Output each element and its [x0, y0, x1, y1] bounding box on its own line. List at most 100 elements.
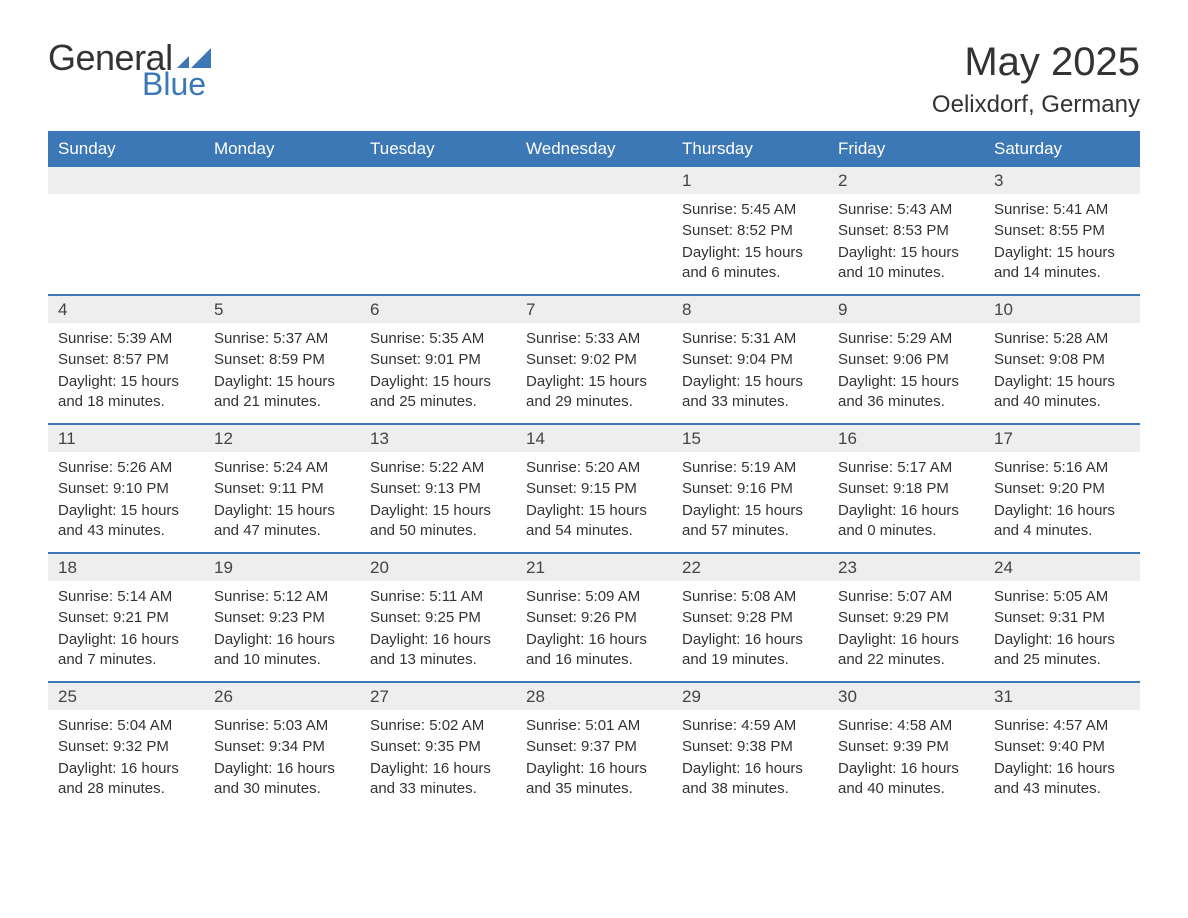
sunrise-line: Sunrise: 5:09 AM — [526, 587, 662, 607]
sunrise-line: Sunrise: 5:16 AM — [994, 458, 1130, 478]
day-details: Sunrise: 5:41 AMSunset: 8:55 PMDaylight:… — [984, 194, 1140, 294]
day-details: Sunrise: 4:58 AMSunset: 9:39 PMDaylight:… — [828, 710, 984, 810]
sunrise-line: Sunrise: 5:31 AM — [682, 329, 818, 349]
sunset-line: Sunset: 9:40 PM — [994, 737, 1130, 757]
day-number: 5 — [204, 296, 360, 323]
day-number: 30 — [828, 683, 984, 710]
sunset-line: Sunset: 9:39 PM — [838, 737, 974, 757]
day-number: 18 — [48, 554, 204, 581]
calendar-day: 21Sunrise: 5:09 AMSunset: 9:26 PMDayligh… — [516, 554, 672, 681]
sunrise-line: Sunrise: 5:05 AM — [994, 587, 1130, 607]
day-number: 27 — [360, 683, 516, 710]
location-label: Oelixdorf, Germany — [932, 91, 1140, 119]
calendar-day: 4Sunrise: 5:39 AMSunset: 8:57 PMDaylight… — [48, 296, 204, 423]
daylight-line: Daylight: 15 hours and 40 minutes. — [994, 372, 1130, 413]
calendar-week: 4Sunrise: 5:39 AMSunset: 8:57 PMDaylight… — [48, 294, 1140, 423]
calendar-day: 1Sunrise: 5:45 AMSunset: 8:52 PMDaylight… — [672, 167, 828, 294]
day-number: 15 — [672, 425, 828, 452]
calendar-day: 23Sunrise: 5:07 AMSunset: 9:29 PMDayligh… — [828, 554, 984, 681]
sunset-line: Sunset: 8:53 PM — [838, 221, 974, 241]
calendar-day: . — [360, 167, 516, 294]
sunrise-line: Sunrise: 5:11 AM — [370, 587, 506, 607]
sunrise-line: Sunrise: 5:26 AM — [58, 458, 194, 478]
calendar-day: 5Sunrise: 5:37 AMSunset: 8:59 PMDaylight… — [204, 296, 360, 423]
calendar-day: 28Sunrise: 5:01 AMSunset: 9:37 PMDayligh… — [516, 683, 672, 810]
weekday-header: Tuesday — [360, 131, 516, 167]
sunrise-line: Sunrise: 5:03 AM — [214, 716, 350, 736]
day-number: . — [516, 167, 672, 194]
page-title: May 2025 — [932, 40, 1140, 85]
weekday-header-row: SundayMondayTuesdayWednesdayThursdayFrid… — [48, 131, 1140, 167]
sunrise-line: Sunrise: 5:35 AM — [370, 329, 506, 349]
sunrise-line: Sunrise: 5:14 AM — [58, 587, 194, 607]
sunset-line: Sunset: 9:20 PM — [994, 479, 1130, 499]
sunset-line: Sunset: 9:25 PM — [370, 608, 506, 628]
sunset-line: Sunset: 9:04 PM — [682, 350, 818, 370]
sunrise-line: Sunrise: 5:04 AM — [58, 716, 194, 736]
day-number: 14 — [516, 425, 672, 452]
daylight-line: Daylight: 15 hours and 57 minutes. — [682, 501, 818, 542]
sunrise-line: Sunrise: 5:24 AM — [214, 458, 350, 478]
calendar-day: 30Sunrise: 4:58 AMSunset: 9:39 PMDayligh… — [828, 683, 984, 810]
day-details: Sunrise: 5:37 AMSunset: 8:59 PMDaylight:… — [204, 323, 360, 423]
calendar-day: 13Sunrise: 5:22 AMSunset: 9:13 PMDayligh… — [360, 425, 516, 552]
brand-name-part2: Blue — [142, 68, 206, 100]
sunrise-line: Sunrise: 5:22 AM — [370, 458, 506, 478]
sunset-line: Sunset: 9:21 PM — [58, 608, 194, 628]
day-details: Sunrise: 5:05 AMSunset: 9:31 PMDaylight:… — [984, 581, 1140, 681]
sunrise-line: Sunrise: 5:41 AM — [994, 200, 1130, 220]
daylight-line: Daylight: 16 hours and 19 minutes. — [682, 630, 818, 671]
day-details: Sunrise: 5:28 AMSunset: 9:08 PMDaylight:… — [984, 323, 1140, 423]
sunset-line: Sunset: 9:29 PM — [838, 608, 974, 628]
sunset-line: Sunset: 9:13 PM — [370, 479, 506, 499]
calendar-day: 6Sunrise: 5:35 AMSunset: 9:01 PMDaylight… — [360, 296, 516, 423]
header: General Blue May 2025 Oelixdorf, Germany — [48, 40, 1140, 119]
day-details: Sunrise: 5:08 AMSunset: 9:28 PMDaylight:… — [672, 581, 828, 681]
sunset-line: Sunset: 8:57 PM — [58, 350, 194, 370]
daylight-line: Daylight: 16 hours and 30 minutes. — [214, 759, 350, 800]
day-number: 6 — [360, 296, 516, 323]
day-details: Sunrise: 5:07 AMSunset: 9:29 PMDaylight:… — [828, 581, 984, 681]
sunrise-line: Sunrise: 5:37 AM — [214, 329, 350, 349]
calendar-day: 29Sunrise: 4:59 AMSunset: 9:38 PMDayligh… — [672, 683, 828, 810]
sunset-line: Sunset: 9:38 PM — [682, 737, 818, 757]
calendar-day: 25Sunrise: 5:04 AMSunset: 9:32 PMDayligh… — [48, 683, 204, 810]
daylight-line: Daylight: 16 hours and 22 minutes. — [838, 630, 974, 671]
day-details: Sunrise: 5:09 AMSunset: 9:26 PMDaylight:… — [516, 581, 672, 681]
calendar-day: 9Sunrise: 5:29 AMSunset: 9:06 PMDaylight… — [828, 296, 984, 423]
weekday-header: Wednesday — [516, 131, 672, 167]
calendar-week: ....1Sunrise: 5:45 AMSunset: 8:52 PMDayl… — [48, 167, 1140, 294]
daylight-line: Daylight: 15 hours and 33 minutes. — [682, 372, 818, 413]
brand-mark-icon — [177, 48, 211, 68]
day-details: Sunrise: 5:12 AMSunset: 9:23 PMDaylight:… — [204, 581, 360, 681]
day-number: 7 — [516, 296, 672, 323]
day-details: Sunrise: 5:02 AMSunset: 9:35 PMDaylight:… — [360, 710, 516, 810]
daylight-line: Daylight: 15 hours and 21 minutes. — [214, 372, 350, 413]
calendar-day: 31Sunrise: 4:57 AMSunset: 9:40 PMDayligh… — [984, 683, 1140, 810]
day-details: Sunrise: 5:26 AMSunset: 9:10 PMDaylight:… — [48, 452, 204, 552]
calendar-day: 24Sunrise: 5:05 AMSunset: 9:31 PMDayligh… — [984, 554, 1140, 681]
calendar-day: 12Sunrise: 5:24 AMSunset: 9:11 PMDayligh… — [204, 425, 360, 552]
sunrise-line: Sunrise: 5:08 AM — [682, 587, 818, 607]
day-number: 8 — [672, 296, 828, 323]
calendar-day: 18Sunrise: 5:14 AMSunset: 9:21 PMDayligh… — [48, 554, 204, 681]
daylight-line: Daylight: 15 hours and 6 minutes. — [682, 243, 818, 284]
sunset-line: Sunset: 9:06 PM — [838, 350, 974, 370]
day-details: Sunrise: 5:33 AMSunset: 9:02 PMDaylight:… — [516, 323, 672, 423]
title-block: May 2025 Oelixdorf, Germany — [932, 40, 1140, 119]
day-details: Sunrise: 5:22 AMSunset: 9:13 PMDaylight:… — [360, 452, 516, 552]
sunrise-line: Sunrise: 5:01 AM — [526, 716, 662, 736]
daylight-line: Daylight: 16 hours and 35 minutes. — [526, 759, 662, 800]
day-number: . — [360, 167, 516, 194]
calendar-day: 27Sunrise: 5:02 AMSunset: 9:35 PMDayligh… — [360, 683, 516, 810]
day-number: 23 — [828, 554, 984, 581]
daylight-line: Daylight: 16 hours and 28 minutes. — [58, 759, 194, 800]
day-number: 31 — [984, 683, 1140, 710]
sunset-line: Sunset: 9:28 PM — [682, 608, 818, 628]
sunset-line: Sunset: 9:34 PM — [214, 737, 350, 757]
weekday-header: Saturday — [984, 131, 1140, 167]
daylight-line: Daylight: 16 hours and 33 minutes. — [370, 759, 506, 800]
sunrise-line: Sunrise: 5:02 AM — [370, 716, 506, 736]
sunset-line: Sunset: 8:59 PM — [214, 350, 350, 370]
day-details: Sunrise: 5:39 AMSunset: 8:57 PMDaylight:… — [48, 323, 204, 423]
